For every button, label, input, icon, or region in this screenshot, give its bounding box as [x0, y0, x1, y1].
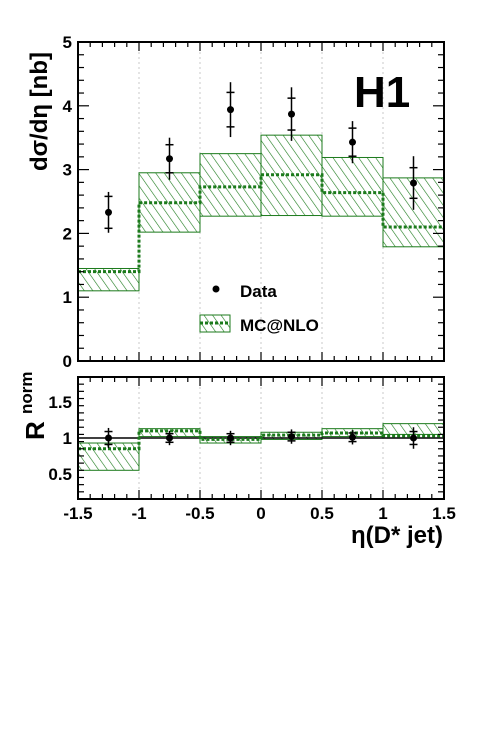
data-point: [409, 427, 418, 449]
ratio-mcnlo-central-layer: [78, 429, 444, 451]
data-point: [104, 191, 113, 233]
y-tick-label: 5: [63, 33, 72, 52]
data-points-layer: [104, 82, 418, 233]
ratio-y-axis-label: R norm: [17, 371, 50, 440]
mcnlo-central-line: [78, 429, 444, 451]
bin-edge-gridlines: [138, 42, 384, 361]
legend-data-label: Data: [240, 282, 277, 301]
data-marker: [227, 434, 234, 442]
data-marker: [349, 433, 356, 441]
y-tick-label: 0: [63, 352, 72, 371]
ratio-x-ticks: -1.5 -1 -0.5 0 0.5 1 1.5: [63, 377, 456, 523]
data-point: [226, 430, 235, 446]
data-marker: [227, 106, 234, 114]
mcnlo-band-bin: [321, 156, 384, 217]
x-tick-label: -1: [131, 504, 146, 523]
data-marker: [410, 434, 417, 442]
y-tick-label: 0.5: [48, 465, 72, 484]
x-tick-label: 0: [256, 504, 265, 523]
y-tick-label: 2: [63, 224, 72, 243]
data-marker: [166, 155, 173, 163]
data-marker: [288, 433, 295, 441]
data-marker: [410, 179, 417, 187]
cross-section-y-ticks: 0 1 2 3 4 5: [63, 33, 444, 371]
y-tick-label: 1: [63, 429, 72, 448]
cross-section-x-ticks: [77, 42, 445, 361]
data-marker: [105, 208, 112, 216]
x-tick-label: -1.5: [63, 504, 92, 523]
mcnlo-central-line: [78, 173, 444, 274]
x-tick-label: 1: [378, 504, 387, 523]
legend: Data MC@NLO: [199, 282, 319, 335]
data-point: [409, 156, 418, 210]
ratio-y-ticks: 0.5 1 1.5: [48, 376, 444, 500]
mcnlo-band-bin: [199, 153, 262, 217]
data-point: [287, 429, 296, 444]
data-marker: [349, 138, 356, 146]
data-point: [165, 137, 174, 180]
data-marker: [105, 434, 112, 442]
legend-mcnlo-label: MC@NLO: [240, 316, 319, 335]
data-point: [348, 121, 357, 164]
x-tick-label: -0.5: [185, 504, 214, 523]
data-point: [165, 430, 174, 446]
y-tick-label: 1.5: [48, 393, 72, 412]
data-point: [348, 430, 357, 445]
ratio-data-points-layer: [104, 427, 418, 449]
x-tick-label: 1.5: [432, 504, 456, 523]
data-point: [104, 427, 113, 449]
y-tick-label: 4: [63, 97, 73, 116]
ratio-y-axis-label-sup: norm: [17, 371, 36, 414]
legend-data-marker: [212, 285, 220, 293]
data-marker: [166, 434, 173, 442]
data-marker: [288, 110, 295, 118]
ratio-y-axis-label-main: R: [20, 421, 50, 440]
data-point: [287, 87, 296, 141]
ratio-panel: 0.5 1 1.5 -1.5 -1 -0.5 0 0.5 1 1.5 R norm η(D* j…: [17, 371, 456, 549]
mcnlo-central-layer: [78, 173, 444, 274]
cross-section-y-axis-label: dσ/dη [nb]: [26, 52, 53, 171]
y-tick-label: 3: [63, 161, 72, 180]
cross-section-panel: 0 1 2 3 4 5 dσ/dη [nb] H1 Data MC@NLO: [26, 33, 445, 371]
y-tick-label: 1: [63, 288, 72, 307]
experiment-label: H1: [354, 68, 410, 117]
data-point: [226, 82, 235, 138]
x-tick-label: 0.5: [310, 504, 334, 523]
x-axis-label: η(D* jet): [351, 522, 443, 549]
